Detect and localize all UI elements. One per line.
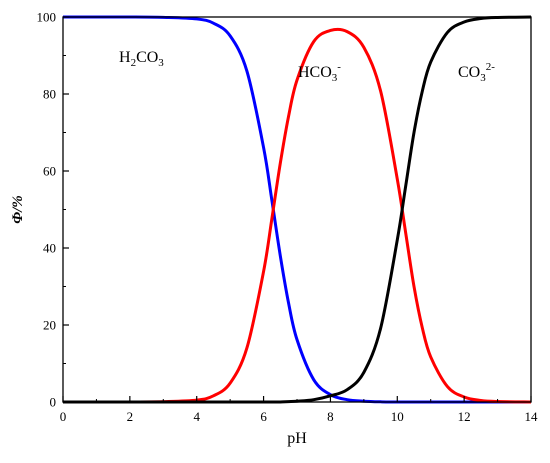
y-tick-label: 60	[43, 164, 56, 179]
y-axis: 0 20 40 60 80 100	[37, 10, 69, 410]
y-tick-label: 40	[43, 241, 56, 256]
series-label-part: CO	[458, 64, 480, 81]
y-axis-title: Φ/%	[10, 195, 26, 224]
x-tick-label: 6	[260, 409, 267, 424]
x-tick-label: 2	[127, 409, 134, 424]
x-tick-label: 8	[327, 409, 334, 424]
series-label-superscript: -	[337, 61, 341, 73]
series-label-part: HCO	[298, 64, 332, 81]
series-label-subscript: 2	[131, 57, 137, 69]
x-tick-label: 10	[391, 409, 404, 424]
x-axis-title: pH	[287, 430, 307, 447]
series-label-co3: CO32-	[458, 61, 495, 84]
series-label-h2co3: H2CO3	[119, 49, 164, 69]
y-tick-label: 20	[43, 318, 56, 333]
series-label-superscript: 2-	[486, 61, 496, 73]
series-label-part: H	[119, 49, 131, 66]
y-tick-label: 0	[50, 395, 57, 410]
series-label-hco3: HCO3-	[298, 61, 341, 84]
series-label-part: CO	[136, 49, 158, 66]
series-label-subscript: 3	[332, 72, 338, 84]
x-tick-label: 0	[60, 409, 67, 424]
y-tick-label: 100	[37, 10, 57, 25]
series-label-subscript: 3	[480, 72, 486, 84]
series-label-subscript: 3	[158, 57, 164, 69]
x-tick-label: 12	[458, 409, 471, 424]
x-tick-label: 14	[525, 409, 539, 424]
x-tick-label: 4	[193, 409, 200, 424]
x-axis: 0 2 4 6 8 10 12 14	[60, 396, 538, 424]
series-line-1	[63, 27, 532, 404]
y-tick-label: 80	[43, 87, 56, 102]
